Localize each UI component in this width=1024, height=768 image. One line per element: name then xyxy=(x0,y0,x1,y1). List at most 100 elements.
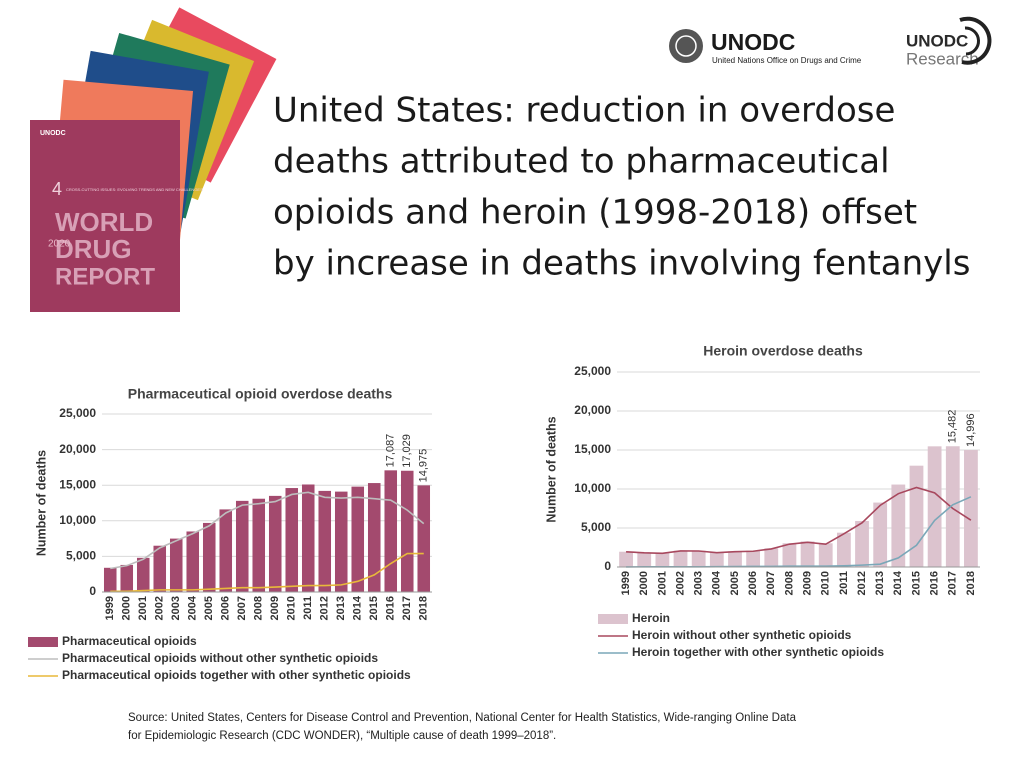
research-logo: UNODC Research xyxy=(906,16,992,68)
logo-subtext: Research xyxy=(906,49,979,68)
bar xyxy=(202,522,216,592)
y-axis-label: Number of deaths xyxy=(544,416,558,522)
legend-label: Pharmaceutical opioids xyxy=(62,634,197,648)
y-tick-label: 5,000 xyxy=(581,520,611,534)
bar xyxy=(945,446,960,567)
bar xyxy=(367,483,381,592)
bar xyxy=(673,550,688,567)
x-tick-label: 2008 xyxy=(783,571,795,595)
bar xyxy=(417,485,431,592)
x-tick-label: 2014 xyxy=(352,595,364,620)
x-tick-label: 2010 xyxy=(820,571,832,595)
x-tick-label: 2015 xyxy=(368,596,380,620)
x-tick-label: 2012 xyxy=(856,571,868,595)
line xyxy=(110,552,424,593)
x-tick-label: 2005 xyxy=(203,596,215,620)
x-tick-label: 2007 xyxy=(765,571,777,595)
bar xyxy=(873,502,888,567)
x-tick-label: 2004 xyxy=(711,570,723,595)
x-tick-label: 2000 xyxy=(638,571,650,595)
source-line: for Epidemiologic Research (CDC WONDER),… xyxy=(128,730,556,742)
cover-subtitle: CROSS-CUTTING ISSUES: EVOLVING TRENDS AN… xyxy=(66,187,203,192)
value-label: 14,996 xyxy=(965,413,977,447)
x-tick-label: 1999 xyxy=(620,571,632,595)
x-tick-label: 2018 xyxy=(418,596,430,620)
bar xyxy=(619,551,633,567)
x-tick-label: 2001 xyxy=(656,571,668,595)
bar xyxy=(782,543,797,567)
x-tick-label: 2000 xyxy=(121,596,133,620)
legend-label: Pharmaceutical opioids together with oth… xyxy=(62,668,411,682)
bar xyxy=(855,520,869,567)
value-label: 17,087 xyxy=(385,434,397,468)
x-tick-label: 2006 xyxy=(220,596,232,620)
x-tick-label: 2002 xyxy=(674,571,686,595)
x-tick-label: 2003 xyxy=(170,596,182,620)
x-tick-label: 2004 xyxy=(187,595,199,620)
y-tick-label: 20,000 xyxy=(59,442,96,456)
cover-word: REPORT xyxy=(55,263,155,290)
legend-label: Pharmaceutical opioids without other syn… xyxy=(62,651,378,665)
title-line: deaths attributed to pharmaceutical xyxy=(273,142,890,182)
bar xyxy=(746,550,761,567)
y-tick-label: 5,000 xyxy=(66,549,96,563)
bar xyxy=(235,500,249,592)
value-label: 14,975 xyxy=(418,449,430,483)
y-tick-label: 0 xyxy=(89,584,96,598)
bar xyxy=(136,557,150,592)
y-axis-label: Number of deaths xyxy=(34,450,48,556)
x-tick-label: 2016 xyxy=(929,571,941,595)
y-tick-label: 25,000 xyxy=(574,364,611,378)
cover-word: WORLD xyxy=(55,207,153,237)
cover-year: 2020 xyxy=(48,239,71,250)
y-tick-label: 0 xyxy=(604,559,611,573)
x-tick-label: 2002 xyxy=(154,596,166,620)
unodc-logo: UNODC United Nations Office on Drugs and… xyxy=(669,29,862,65)
bar xyxy=(637,552,652,567)
bar xyxy=(964,450,978,567)
bar xyxy=(186,531,200,592)
x-tick-label: 2009 xyxy=(269,596,281,620)
title-line: United States: reduction in overdose xyxy=(273,91,895,131)
logo-text: UNODC xyxy=(906,31,968,50)
x-tick-label: 2009 xyxy=(801,571,813,595)
cover-main xyxy=(30,120,180,312)
legend-swatch xyxy=(28,637,58,647)
bar xyxy=(384,470,398,592)
y-tick-label: 20,000 xyxy=(574,403,611,417)
y-tick-label: 10,000 xyxy=(59,513,96,527)
chart-title: Heroin overdose deaths xyxy=(703,343,863,359)
cover-org: UNODC xyxy=(40,130,66,137)
un-emblem xyxy=(669,29,703,63)
x-tick-label: 2005 xyxy=(729,571,741,595)
bar xyxy=(891,484,906,567)
x-tick-label: 2003 xyxy=(693,571,705,595)
research-icon xyxy=(959,16,992,65)
x-tick-label: 2013 xyxy=(874,571,886,595)
y-tick-label: 10,000 xyxy=(574,481,611,495)
x-tick-label: 2013 xyxy=(335,596,347,620)
x-tick-label: 2006 xyxy=(747,571,759,595)
legend-label: Heroin together with other synthetic opi… xyxy=(632,645,884,659)
bar xyxy=(800,541,815,567)
x-tick-label: 2017 xyxy=(947,571,959,595)
bar xyxy=(818,543,833,567)
slide-title: United States: reduction in overdose dea… xyxy=(273,91,970,284)
bar xyxy=(728,551,742,567)
x-tick-label: 2011 xyxy=(302,596,314,620)
bar xyxy=(709,552,724,567)
bar xyxy=(691,550,706,567)
legend-label: Heroin without other synthetic opioids xyxy=(632,628,852,642)
bar xyxy=(334,491,348,592)
x-tick-label: 2007 xyxy=(236,596,248,620)
y-tick-label: 15,000 xyxy=(574,442,611,456)
x-tick-label: 2010 xyxy=(286,596,298,620)
cover-number: 4 xyxy=(52,179,62,199)
bar xyxy=(764,548,779,567)
bar xyxy=(836,532,851,567)
y-tick-label: 25,000 xyxy=(59,406,96,420)
source-line: Source: United States, Centers for Disea… xyxy=(128,712,797,724)
logo-subtext: United Nations Office on Drugs and Crime xyxy=(712,56,862,65)
logo-text: UNODC xyxy=(711,29,795,55)
legend-label: Heroin xyxy=(632,611,670,625)
